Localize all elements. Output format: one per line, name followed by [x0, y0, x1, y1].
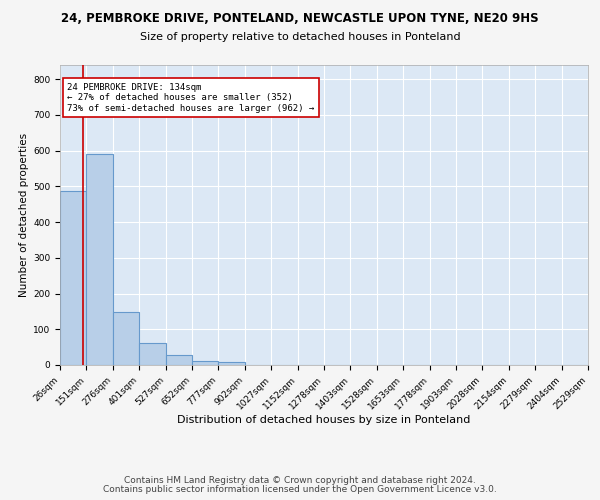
Text: 24, PEMBROKE DRIVE, PONTELAND, NEWCASTLE UPON TYNE, NE20 9HS: 24, PEMBROKE DRIVE, PONTELAND, NEWCASTLE… — [61, 12, 539, 26]
Y-axis label: Number of detached properties: Number of detached properties — [19, 133, 29, 297]
Text: Contains public sector information licensed under the Open Government Licence v3: Contains public sector information licen… — [103, 485, 497, 494]
Bar — [139, 343, 166, 365]
Text: 24 PEMBROKE DRIVE: 134sqm
← 27% of detached houses are smaller (352)
73% of semi: 24 PEMBROKE DRIVE: 134sqm ← 27% of detac… — [67, 83, 314, 112]
X-axis label: Distribution of detached houses by size in Ponteland: Distribution of detached houses by size … — [178, 415, 470, 425]
Text: Size of property relative to detached houses in Ponteland: Size of property relative to detached ho… — [140, 32, 460, 42]
Bar — [113, 312, 139, 365]
Bar — [86, 154, 113, 365]
Bar — [192, 362, 218, 365]
Bar — [60, 191, 86, 365]
Text: Contains HM Land Registry data © Crown copyright and database right 2024.: Contains HM Land Registry data © Crown c… — [124, 476, 476, 485]
Bar — [218, 362, 245, 365]
Bar — [166, 356, 192, 365]
